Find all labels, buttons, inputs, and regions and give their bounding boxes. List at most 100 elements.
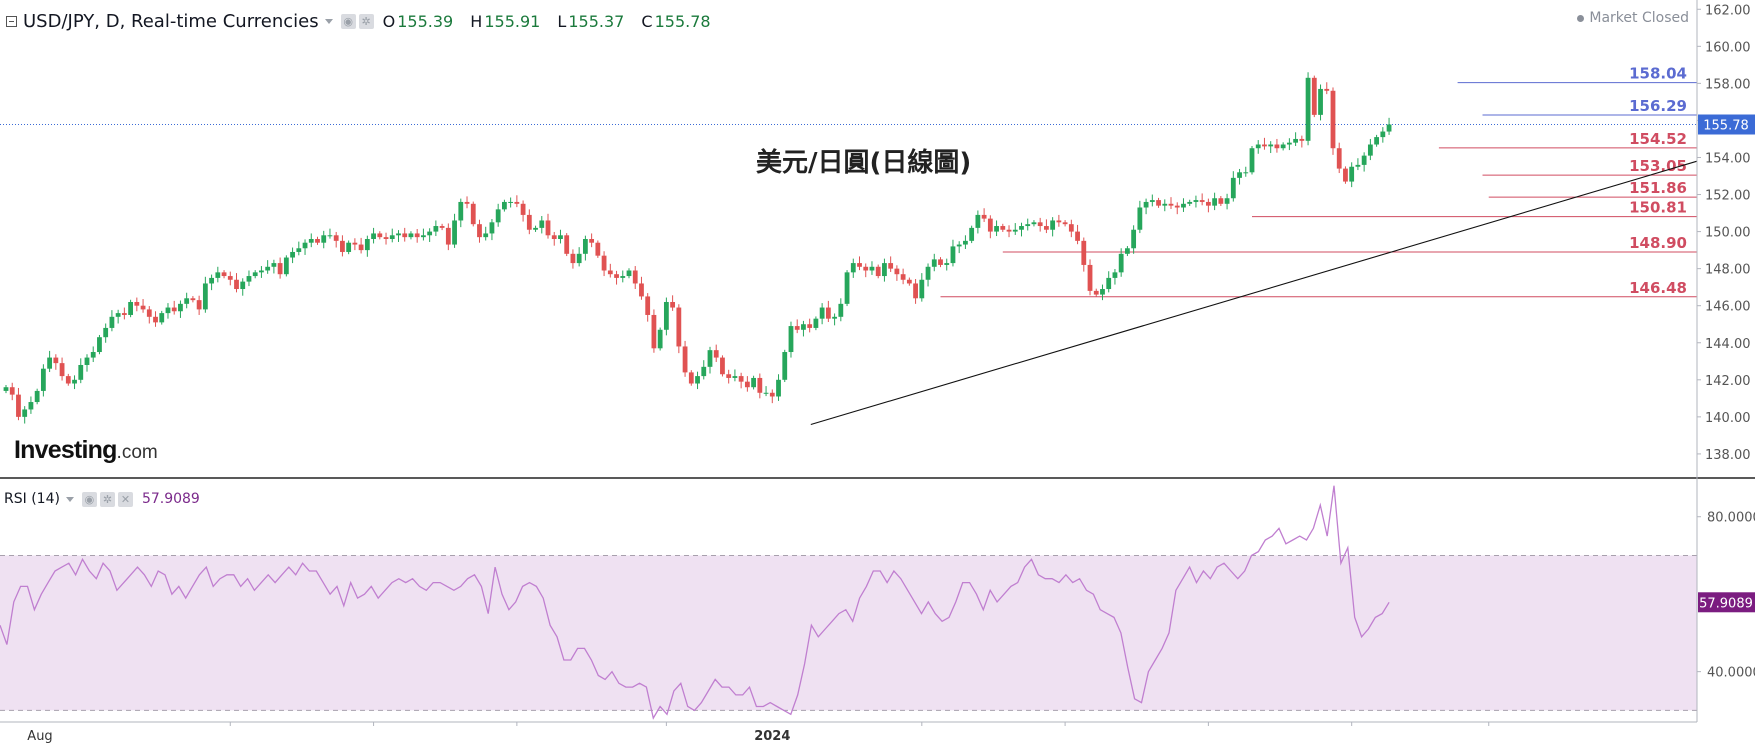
last-price-badge-bg xyxy=(1698,114,1755,135)
candle-body xyxy=(464,201,470,204)
candle xyxy=(875,264,881,279)
candle xyxy=(838,298,844,322)
candle xyxy=(645,293,651,322)
candle-body xyxy=(483,233,489,238)
candle-body xyxy=(47,357,53,369)
candle xyxy=(302,239,308,255)
candle xyxy=(975,210,981,234)
candle-body xyxy=(371,233,376,239)
trend-line[interactable] xyxy=(810,160,1698,426)
candle xyxy=(103,323,109,343)
candle xyxy=(1249,145,1255,175)
candle xyxy=(1255,140,1261,154)
visibility-icon[interactable]: ◉ xyxy=(340,13,356,29)
candle xyxy=(1181,198,1186,212)
candle-body xyxy=(1174,205,1180,208)
candle xyxy=(819,303,825,325)
candle xyxy=(869,261,875,275)
candle-body xyxy=(1081,240,1087,265)
candle-body xyxy=(514,201,520,204)
gear-icon[interactable]: ✲ xyxy=(99,491,115,507)
candle-body xyxy=(308,239,314,243)
candle xyxy=(1212,192,1218,211)
candle xyxy=(1224,193,1230,210)
candle xyxy=(994,220,999,237)
candle-body xyxy=(383,237,389,239)
symbol-label[interactable]: USD/JPY, D, Real-time Currencies xyxy=(23,10,319,32)
candle-body xyxy=(589,239,595,243)
gear-icon[interactable]: ✲ xyxy=(358,13,374,29)
price-tick-label: 138.00 xyxy=(1705,448,1751,463)
support-label: 146.48 xyxy=(1629,279,1687,297)
candle-body xyxy=(956,244,962,247)
candle-body xyxy=(682,346,688,373)
candle xyxy=(389,228,395,243)
support-label: 153.05 xyxy=(1629,157,1687,175)
candle-body xyxy=(84,357,90,365)
candle xyxy=(1025,218,1031,231)
visibility-icon[interactable]: ◉ xyxy=(81,491,97,507)
candle xyxy=(196,295,202,315)
candle xyxy=(695,371,700,390)
market-status-label: Market Closed xyxy=(1589,10,1689,26)
candle-body xyxy=(296,248,302,252)
candle-body xyxy=(234,279,239,290)
candle xyxy=(813,316,819,331)
candle xyxy=(1274,138,1280,153)
rsi-label[interactable]: RSI (14) xyxy=(4,491,60,507)
candle xyxy=(1056,214,1062,227)
candle xyxy=(408,231,414,240)
candle-body xyxy=(1087,264,1093,291)
rsi-dropdown-icon[interactable] xyxy=(65,496,74,502)
candle xyxy=(1044,219,1049,234)
levels-layer: 154.52 153.05 151.86 150.81 148.90 146.48 158.… xyxy=(0,65,1697,298)
candle xyxy=(1019,222,1024,237)
candle xyxy=(1361,152,1367,172)
candle xyxy=(632,266,638,290)
candle xyxy=(906,277,912,286)
symbol-dropdown-icon[interactable] xyxy=(324,18,333,24)
candle xyxy=(776,374,781,401)
close-icon[interactable]: ✕ xyxy=(117,491,133,507)
candle xyxy=(1093,288,1099,297)
candle-body xyxy=(1193,200,1199,202)
candle xyxy=(857,256,862,271)
candle-body xyxy=(495,209,501,223)
collapse-icon[interactable] xyxy=(6,15,17,27)
candle xyxy=(171,300,177,315)
candle-body xyxy=(1125,248,1130,254)
candle xyxy=(1118,248,1124,277)
candle-body xyxy=(819,307,825,319)
candle xyxy=(620,270,626,283)
candle-body xyxy=(863,266,869,271)
candle-body xyxy=(1168,203,1174,206)
candle-body xyxy=(115,313,121,317)
price-tick-label: 140.00 xyxy=(1705,411,1751,426)
candle xyxy=(1193,195,1199,208)
candle xyxy=(688,370,694,386)
candle xyxy=(495,203,501,227)
candle xyxy=(1374,134,1379,147)
candle xyxy=(358,237,364,254)
candle-body xyxy=(1324,88,1330,91)
candle xyxy=(414,228,420,243)
candle xyxy=(209,274,214,291)
candle-body xyxy=(1137,207,1143,230)
candle xyxy=(1137,200,1143,234)
candle-body xyxy=(1212,198,1218,206)
candle xyxy=(28,396,34,414)
candle xyxy=(396,230,401,242)
candle-body xyxy=(171,307,177,312)
candle-body xyxy=(358,244,364,251)
candle xyxy=(115,309,121,324)
candle xyxy=(526,209,532,235)
candle xyxy=(576,247,582,267)
candle xyxy=(726,369,732,384)
candle-body xyxy=(364,239,370,251)
candle xyxy=(296,241,302,256)
candle xyxy=(146,306,152,324)
candle xyxy=(595,240,601,258)
candle xyxy=(221,270,227,279)
open-key: O xyxy=(382,11,396,31)
